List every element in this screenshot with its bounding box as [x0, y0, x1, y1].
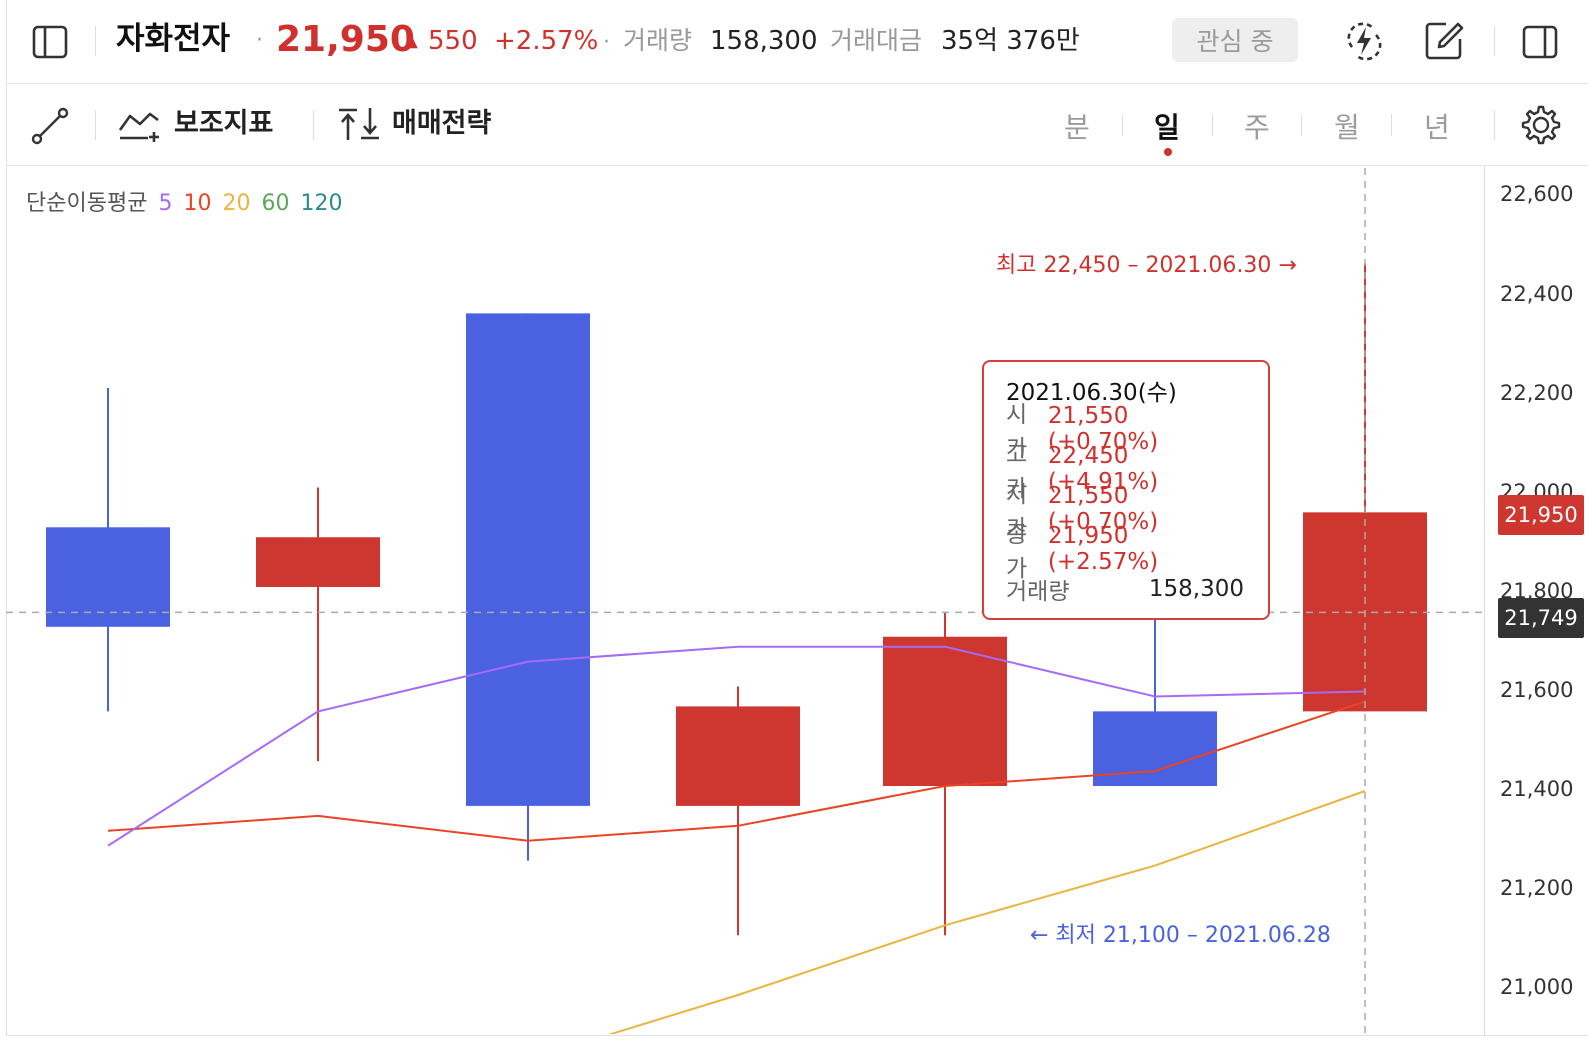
ma-legend-120: 120: [300, 191, 343, 216]
tooltip-label: 저가: [1006, 482, 1028, 542]
volume-value: 158,300: [710, 26, 818, 56]
indicators-button[interactable]: 보조지표: [118, 104, 288, 144]
strategy-label: 매매전략: [392, 108, 492, 139]
period-divider: [1212, 114, 1213, 136]
ma-legend-10: 10: [183, 191, 212, 216]
price-change: 550: [428, 26, 478, 56]
y-tick-label: 21,000: [1500, 975, 1574, 999]
stock-name[interactable]: 자화전자: [116, 21, 231, 57]
y-tick-label: 22,200: [1500, 381, 1574, 405]
period-day[interactable]: 일: [1154, 111, 1180, 144]
toolbar-divider: [95, 110, 96, 140]
edit-icon[interactable]: [1422, 18, 1466, 62]
indicator-chart-icon: [118, 106, 164, 142]
tooltip-row-close: 종가 21,950 (+2.57%): [1006, 522, 1244, 582]
ma-legend-5: 5: [158, 191, 173, 216]
ma-legend-60: 60: [261, 191, 290, 216]
separator-dot: ·: [603, 30, 610, 55]
chart-toolbar: [6, 84, 1588, 166]
header-divider: [1494, 26, 1495, 56]
header-bar: [6, 0, 1588, 84]
toolbar-divider: [313, 110, 314, 140]
y-axis-divider: [1484, 166, 1485, 1036]
current-price-badge: 21,950: [1498, 495, 1584, 535]
tooltip-date: 2021.06.30(수): [1006, 380, 1177, 406]
period-month[interactable]: 월: [1334, 111, 1360, 144]
high-annotation: 최고 22,450 – 2021.06.30 →: [996, 253, 1297, 278]
ma-legend-20: 20: [222, 191, 251, 216]
tooltip-label: 고가: [1006, 442, 1028, 502]
tooltip-value: 22,450 (+4.91%): [1047, 443, 1159, 495]
period-divider: [1391, 114, 1392, 136]
low-annotation: ← 최저 21,100 – 2021.06.28: [1030, 923, 1331, 948]
crosshair-price-badge: 21,749: [1498, 598, 1584, 638]
candle-body: [256, 537, 380, 587]
tooltip-label: 시가: [1006, 402, 1028, 462]
y-tick-label: 21,200: [1500, 876, 1574, 900]
buy-sell-icon: [337, 106, 381, 142]
period-divider: [1301, 114, 1302, 136]
tooltip-row-low: 저가 21,550 (+0.70%): [1006, 482, 1244, 542]
candle-tooltip: 2021.06.30(수) 시가 21,550 (+0.70%) 고가 22,4…: [982, 360, 1270, 620]
tooltip-value: 21,550 (+0.70%): [1047, 403, 1159, 455]
toolbar-divider: [1494, 110, 1495, 140]
volume-label: 거래량: [623, 26, 693, 55]
tooltip-row-volume: 거래량 158,300: [1006, 574, 1244, 605]
strategy-button[interactable]: 매매전략: [337, 104, 517, 144]
lightning-icon[interactable]: [1343, 20, 1385, 62]
ma10-line: [107, 700, 1366, 842]
candle-body: [466, 313, 590, 806]
current-price: 21,950: [276, 19, 415, 60]
header-divider: [95, 26, 96, 56]
sidebar-toggle-icon[interactable]: [30, 22, 70, 62]
trade-value-label: 거래대금: [830, 26, 923, 55]
trade-value: 35억 376만: [941, 26, 1080, 56]
tooltip-row-open: 시가 21,550 (+0.70%): [1006, 402, 1244, 462]
y-tick-label: 21,600: [1500, 678, 1574, 702]
ma5-line: [107, 645, 1366, 847]
indicators-label: 보조지표: [174, 108, 274, 139]
period-year[interactable]: 년: [1424, 111, 1450, 144]
ma20-line: [607, 790, 1366, 1034]
y-tick-label: 22,400: [1500, 282, 1574, 306]
chart-frame: [6, 0, 1588, 1036]
period-week[interactable]: 주: [1244, 111, 1270, 144]
tooltip-value: 158,300: [1148, 576, 1244, 602]
price-change-percent: +2.57%: [494, 26, 599, 56]
watchlist-button[interactable]: 관심 중: [1172, 18, 1298, 62]
y-tick-label: 22,600: [1500, 182, 1574, 206]
settings-gear-icon[interactable]: [1520, 104, 1562, 146]
separator-dot: ·: [256, 28, 263, 53]
tooltip-label: 거래량: [1006, 579, 1070, 605]
period-divider: [1122, 114, 1123, 136]
change-arrow-icon: ▲: [404, 30, 418, 51]
y-tick-label: 21,400: [1500, 777, 1574, 801]
ma-legend-title: 단순이동평균: [26, 191, 148, 216]
tooltip-label: 종가: [1006, 522, 1028, 582]
ma-legend: 단순이동평균 5 10 20 60 120: [26, 185, 342, 217]
candle-body: [46, 527, 170, 627]
tooltip-row-high: 고가 22,450 (+4.91%): [1006, 442, 1244, 502]
drawing-line-icon[interactable]: [30, 106, 70, 146]
candle-body: [883, 636, 1007, 786]
period-minute[interactable]: 분: [1064, 111, 1090, 144]
side-panel-icon[interactable]: [1520, 22, 1560, 62]
candle-body: [676, 706, 800, 806]
tooltip-value: 21,950 (+2.57%): [1047, 523, 1159, 575]
active-period-dot: [1164, 148, 1172, 156]
tooltip-value: 21,550 (+0.70%): [1047, 483, 1159, 535]
